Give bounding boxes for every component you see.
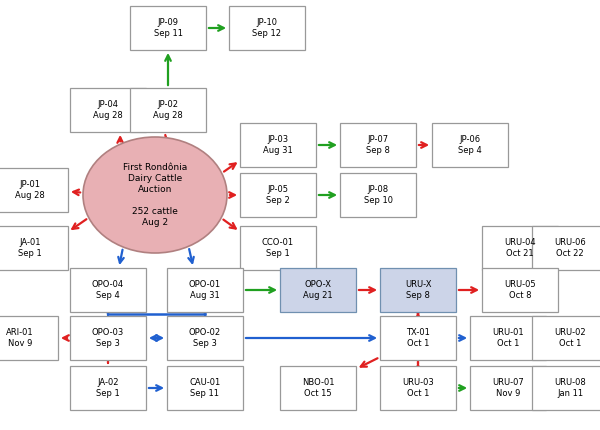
FancyBboxPatch shape (70, 88, 146, 132)
FancyBboxPatch shape (280, 268, 356, 312)
Text: JP-08
Sep 10: JP-08 Sep 10 (364, 185, 392, 205)
Text: CCO-01
Sep 1: CCO-01 Sep 1 (262, 238, 294, 258)
Text: JP-04
Aug 28: JP-04 Aug 28 (93, 100, 123, 120)
Text: URU-02
Oct 1: URU-02 Oct 1 (554, 328, 586, 348)
FancyBboxPatch shape (482, 268, 558, 312)
Ellipse shape (83, 137, 227, 253)
FancyBboxPatch shape (280, 366, 356, 410)
Text: OPO-01
Aug 31: OPO-01 Aug 31 (189, 280, 221, 300)
FancyBboxPatch shape (432, 123, 508, 167)
FancyBboxPatch shape (340, 123, 416, 167)
FancyBboxPatch shape (0, 316, 58, 360)
FancyBboxPatch shape (70, 268, 146, 312)
FancyBboxPatch shape (532, 226, 600, 270)
FancyBboxPatch shape (240, 173, 316, 217)
FancyBboxPatch shape (70, 366, 146, 410)
FancyBboxPatch shape (229, 6, 305, 50)
Text: JP-10
Sep 12: JP-10 Sep 12 (253, 18, 281, 38)
Text: TX-01
Oct 1: TX-01 Oct 1 (406, 328, 430, 348)
FancyBboxPatch shape (167, 366, 243, 410)
FancyBboxPatch shape (167, 316, 243, 360)
Text: JP-03
Aug 31: JP-03 Aug 31 (263, 135, 293, 155)
Text: URU-01
Oct 1: URU-01 Oct 1 (492, 328, 524, 348)
Text: JP-02
Aug 28: JP-02 Aug 28 (153, 100, 183, 120)
FancyBboxPatch shape (470, 316, 546, 360)
Text: JA-02
Sep 1: JA-02 Sep 1 (96, 378, 120, 398)
Text: URU-04
Oct 21: URU-04 Oct 21 (504, 238, 536, 258)
Text: CAU-01
Sep 11: CAU-01 Sep 11 (190, 378, 221, 398)
Text: URU-05
Oct 8: URU-05 Oct 8 (504, 280, 536, 300)
Text: First Rondônia
Dairy Cattle
Auction

252 cattle
Aug 2: First Rondônia Dairy Cattle Auction 252 … (123, 163, 187, 227)
Text: JP-06
Sep 4: JP-06 Sep 4 (458, 135, 482, 155)
Text: JP-09
Sep 11: JP-09 Sep 11 (154, 18, 182, 38)
FancyBboxPatch shape (532, 316, 600, 360)
Text: URU-03
Oct 1: URU-03 Oct 1 (402, 378, 434, 398)
FancyBboxPatch shape (380, 366, 456, 410)
FancyBboxPatch shape (240, 226, 316, 270)
Text: OPO-04
Sep 4: OPO-04 Sep 4 (92, 280, 124, 300)
FancyBboxPatch shape (70, 316, 146, 360)
FancyBboxPatch shape (482, 226, 558, 270)
Text: URU-07
Nov 9: URU-07 Nov 9 (492, 378, 524, 398)
FancyBboxPatch shape (240, 123, 316, 167)
Text: NBO-01
Oct 15: NBO-01 Oct 15 (302, 378, 334, 398)
Text: OPO-X
Aug 21: OPO-X Aug 21 (303, 280, 333, 300)
FancyBboxPatch shape (167, 268, 243, 312)
Text: URU-X
Sep 8: URU-X Sep 8 (405, 280, 431, 300)
Text: OPO-02
Sep 3: OPO-02 Sep 3 (189, 328, 221, 348)
FancyBboxPatch shape (532, 366, 600, 410)
FancyBboxPatch shape (340, 173, 416, 217)
Text: JP-07
Sep 8: JP-07 Sep 8 (366, 135, 390, 155)
Text: JP-01
Aug 28: JP-01 Aug 28 (15, 180, 45, 200)
FancyBboxPatch shape (0, 226, 68, 270)
Text: JA-01
Sep 1: JA-01 Sep 1 (18, 238, 42, 258)
FancyBboxPatch shape (0, 168, 68, 212)
Text: JP-05
Sep 2: JP-05 Sep 2 (266, 185, 290, 205)
Text: URU-06
Oct 22: URU-06 Oct 22 (554, 238, 586, 258)
FancyBboxPatch shape (130, 88, 206, 132)
FancyBboxPatch shape (380, 316, 456, 360)
FancyBboxPatch shape (380, 268, 456, 312)
Text: URU-08
Jan 11: URU-08 Jan 11 (554, 378, 586, 398)
Text: OPO-03
Sep 3: OPO-03 Sep 3 (92, 328, 124, 348)
FancyBboxPatch shape (130, 6, 206, 50)
Text: ARI-01
Nov 9: ARI-01 Nov 9 (6, 328, 34, 348)
FancyBboxPatch shape (470, 366, 546, 410)
